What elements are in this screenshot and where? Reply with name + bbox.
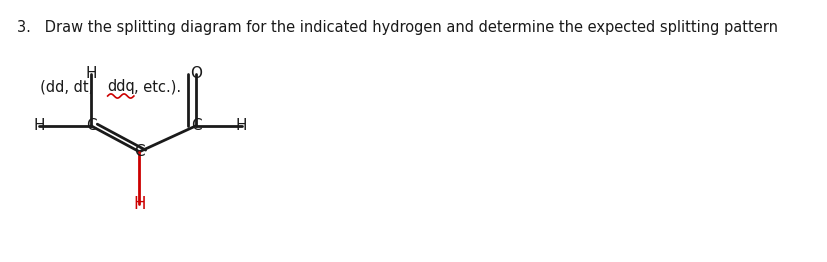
Text: H: H (85, 67, 97, 81)
Text: C: C (86, 118, 97, 133)
Text: H: H (34, 118, 45, 133)
Text: O: O (190, 67, 202, 81)
Text: C: C (191, 118, 201, 133)
Text: (dd, dt,: (dd, dt, (17, 79, 98, 94)
Text: H: H (133, 195, 146, 212)
Text: 3.   Draw the splitting diagram for the indicated hydrogen and determine the exp: 3. Draw the splitting diagram for the in… (17, 20, 777, 35)
Text: C: C (134, 144, 145, 159)
Text: , etc.).: , etc.). (134, 79, 181, 94)
Text: H: H (236, 118, 247, 133)
Text: ddq: ddq (108, 79, 136, 94)
